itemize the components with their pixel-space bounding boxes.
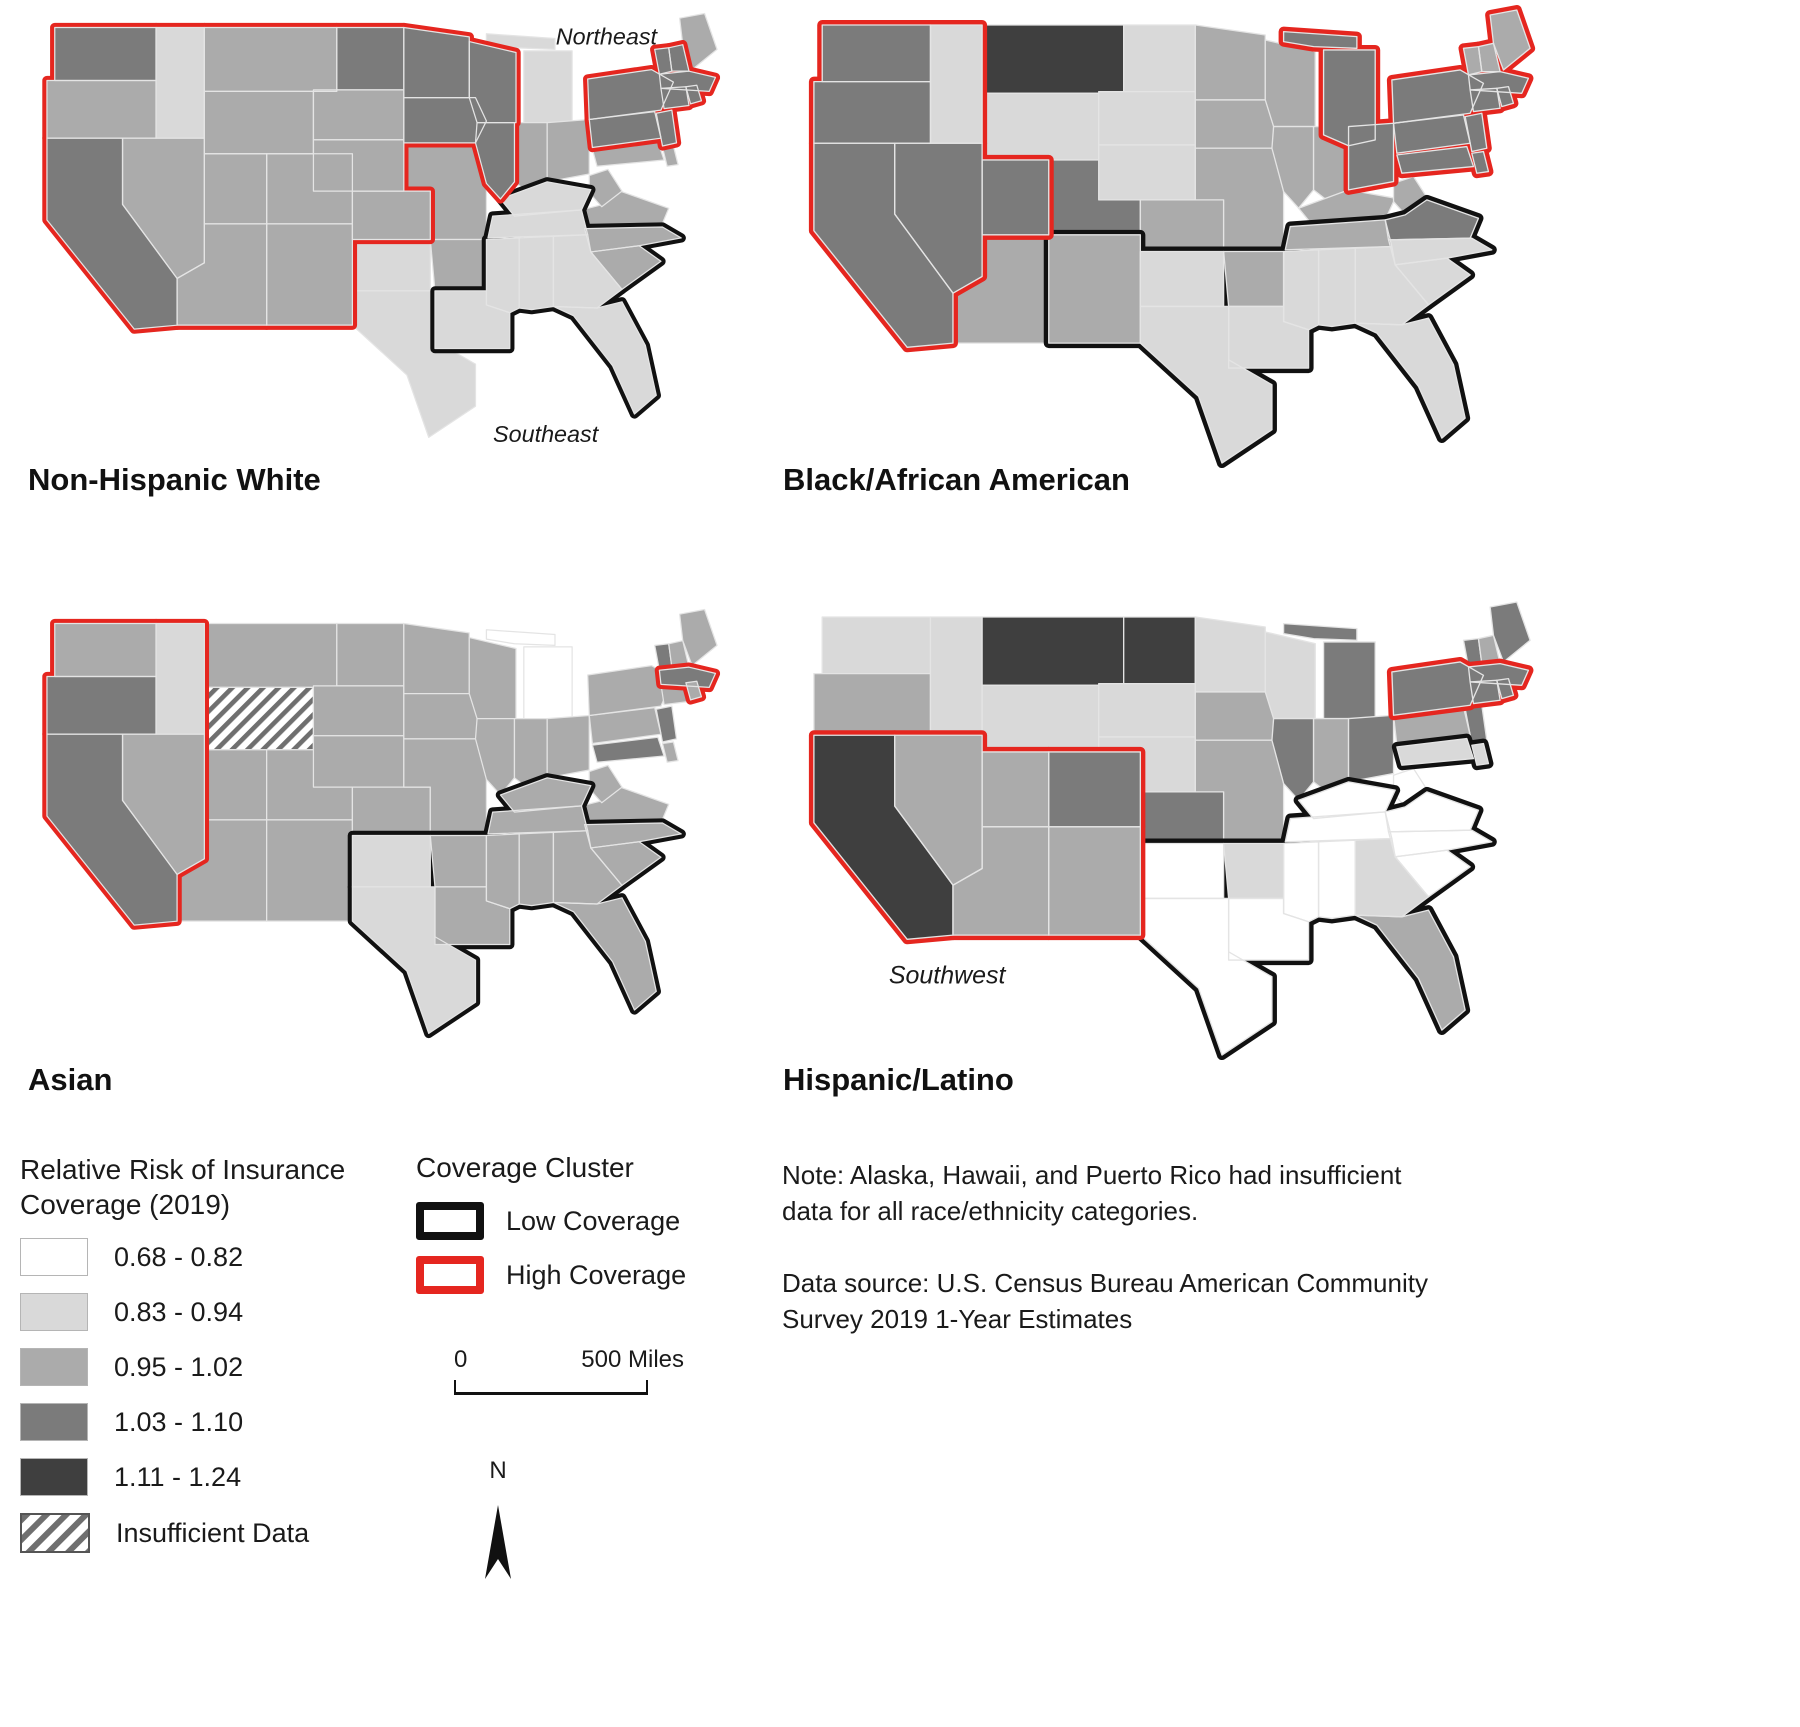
class-1-label: 0.68 - 0.82 <box>114 1241 244 1272</box>
map-title-asian: Asian <box>28 1062 113 1097</box>
legend-row-class-5: 1.11 - 1.24 <box>20 1458 410 1496</box>
map-non-hispanic-white: Northeast Southeast <box>42 12 721 447</box>
low-coverage-swatch <box>416 1202 484 1240</box>
note-insufficient-data: Note: Alaska, Hawaii, and Puerto Rico ha… <box>782 1160 1402 1226</box>
scale-bar-zero: 0 <box>454 1346 468 1373</box>
map-title-black-african-american: Black/African American <box>783 462 1130 497</box>
class-4-swatch <box>20 1403 88 1441</box>
svg-text:Southeast: Southeast <box>493 421 600 447</box>
legend-row-insufficient: Insufficient Data <box>20 1513 410 1553</box>
legend-row-class-1: 0.68 - 0.82 <box>20 1238 410 1276</box>
cluster-legend: Coverage Cluster Low Coverage High Cover… <box>416 1152 746 1588</box>
class-legend-title: Relative Risk of Insurance Coverage (201… <box>20 1154 346 1220</box>
svg-text:Northeast: Northeast <box>556 24 659 50</box>
cluster-legend-title: Coverage Cluster <box>416 1152 634 1183</box>
map-black-african-american <box>808 4 1536 469</box>
svg-text:Southwest: Southwest <box>889 961 1007 989</box>
class-legend: Relative Risk of Insurance Coverage (201… <box>20 1152 410 1570</box>
north-arrow-icon <box>485 1505 511 1579</box>
scale-bar: 0 500 Miles <box>454 1346 684 1395</box>
insufficient-data-swatch <box>20 1513 90 1553</box>
class-3-label: 0.95 - 1.02 <box>114 1351 244 1382</box>
class-5-label: 1.11 - 1.24 <box>114 1461 242 1492</box>
legend-row-low-coverage: Low Coverage <box>416 1202 746 1240</box>
class-5-swatch <box>20 1458 88 1496</box>
map-asian <box>42 608 721 1039</box>
legend-row-high-coverage: High Coverage <box>416 1256 746 1294</box>
low-coverage-label: Low Coverage <box>506 1205 681 1236</box>
map-hispanic-latino: Southwest <box>808 601 1534 1061</box>
map-title-non-hispanic-white: Non-Hispanic White <box>28 462 321 497</box>
scale-bar-line <box>454 1380 648 1395</box>
map-title-hispanic-latino: Hispanic/Latino <box>783 1062 1014 1097</box>
class-1-swatch <box>20 1238 88 1276</box>
note-data-source: Data source: U.S. Census Bureau American… <box>782 1267 1428 1334</box>
class-2-swatch <box>20 1293 88 1331</box>
class-2-label: 0.83 - 0.94 <box>114 1296 244 1327</box>
high-coverage-label: High Coverage <box>506 1259 687 1290</box>
class-4-label: 1.03 - 1.10 <box>114 1406 244 1437</box>
insufficient-data-label: Insufficient Data <box>116 1517 310 1548</box>
legend-row-class-2: 0.83 - 0.94 <box>20 1293 410 1331</box>
high-coverage-swatch <box>416 1256 484 1294</box>
north-arrow-label: N <box>489 1457 507 1484</box>
legend-row-class-4: 1.03 - 1.10 <box>20 1403 410 1441</box>
north-arrow: N <box>468 1457 528 1588</box>
figure-notes: Note: Alaska, Hawaii, and Puerto Rico ha… <box>782 1158 1442 1374</box>
legend-row-class-3: 0.95 - 1.02 <box>20 1348 410 1386</box>
scale-bar-distance: 500 Miles <box>581 1346 684 1373</box>
class-3-swatch <box>20 1348 88 1386</box>
